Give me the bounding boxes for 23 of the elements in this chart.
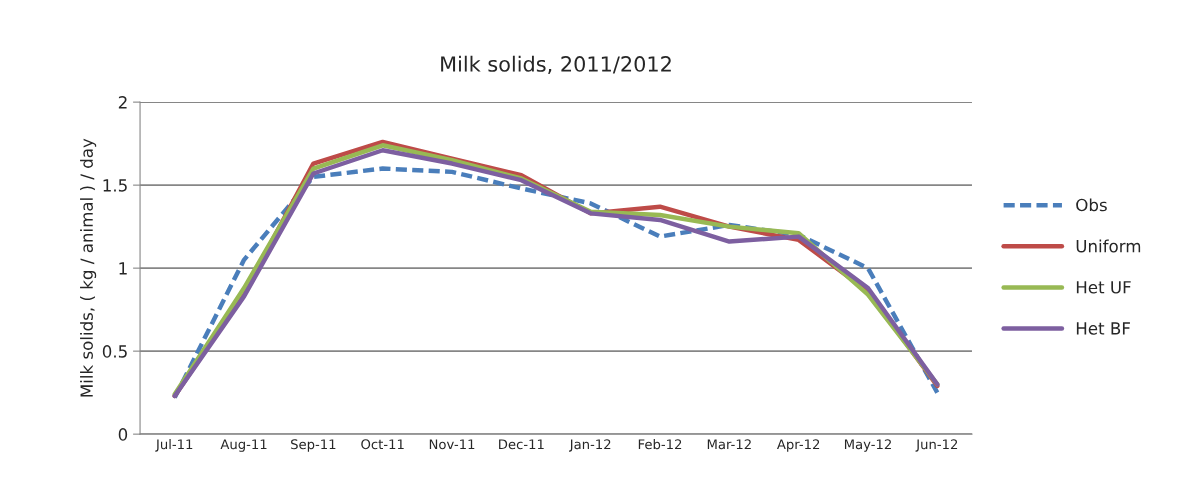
x-tick-label: Oct-11 — [361, 439, 404, 450]
legend-label: Het UF — [1076, 281, 1131, 294]
y-tick-label: 1.5 — [103, 179, 127, 192]
y-tick-label: 0 — [118, 428, 128, 441]
x-tick-label: Nov-11 — [429, 439, 475, 450]
x-tick-label: Feb-12 — [638, 439, 682, 450]
x-tick-label: Jul-11 — [155, 439, 193, 452]
x-tick-label: Mar-12 — [707, 439, 751, 450]
legend-label: Obs — [1076, 198, 1107, 212]
x-tick-label: Dec-11 — [499, 439, 544, 450]
chart-title: Milk solids, 2011/2012 — [441, 55, 671, 74]
y-axis-title: Milk solids, ( kg / animal ) / day — [80, 138, 97, 397]
x-tick-label: Sep-11 — [291, 439, 336, 452]
x-tick-label: Jun-12 — [915, 439, 958, 452]
x-tick-label: May-12 — [844, 439, 891, 452]
x-tick-label: Aug-11 — [220, 439, 267, 452]
x-tick-label: Apr-12 — [776, 439, 820, 452]
x-tick-label: Jan-12 — [569, 439, 611, 452]
y-tick-label: 0.5 — [102, 345, 127, 358]
legend-label: Het BF — [1076, 322, 1130, 335]
legend-label: Uniform — [1076, 239, 1141, 253]
y-tick-label: 2 — [118, 96, 127, 109]
y-tick-label: 1 — [119, 262, 127, 275]
